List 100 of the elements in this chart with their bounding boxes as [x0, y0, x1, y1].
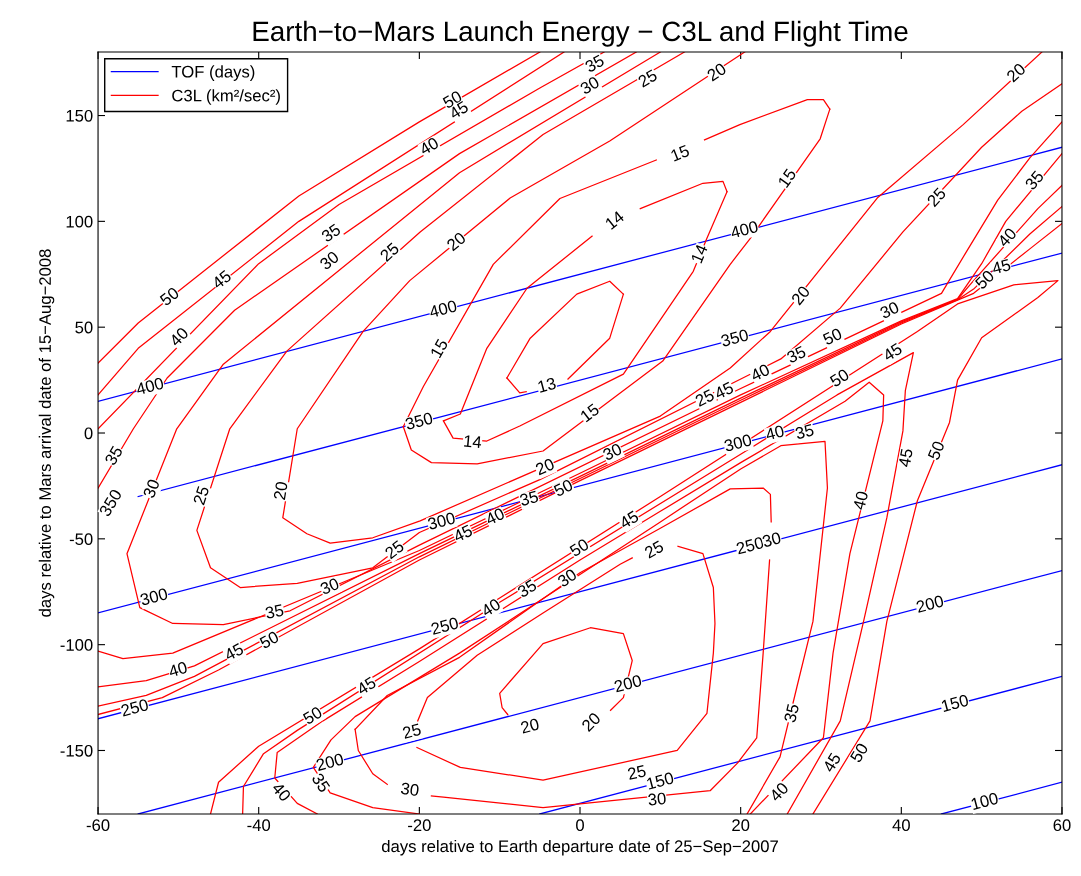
annotation: 30 — [319, 577, 340, 595]
annotation: 45 — [211, 269, 233, 290]
annotation: 45 — [452, 524, 474, 543]
annotation: 35 — [584, 54, 605, 73]
y-tick-label: 150 — [66, 109, 93, 122]
annotation: 20 — [445, 231, 467, 252]
chart-title: Earth−to−Mars Launch Energy − C3L and Flight Time — [253, 20, 908, 47]
annotation: 30 — [601, 442, 623, 461]
annotation: 200 — [613, 674, 643, 693]
annotation: 35 — [794, 423, 815, 440]
annotation: 20 — [706, 62, 728, 82]
annotation: 50 — [159, 286, 180, 307]
annotation: 13 — [537, 377, 557, 393]
annotation: 350 — [98, 488, 123, 518]
annotation: 350 — [404, 411, 434, 431]
annotation: 35 — [516, 578, 538, 599]
annotation: 30 — [647, 792, 667, 806]
annotation: 45 — [223, 642, 245, 662]
annotation: 40 — [418, 136, 440, 156]
annotation: 30 — [879, 300, 900, 320]
annotation: 35 — [264, 604, 285, 620]
annotation: 20 — [273, 481, 288, 501]
annotation: 150 — [646, 771, 675, 790]
y-tick-label: -50 — [69, 533, 93, 546]
annotation: 25 — [694, 388, 715, 407]
annotation: 14 — [464, 435, 482, 449]
annotation: 50 — [552, 478, 574, 497]
annotation: 300 — [723, 433, 753, 452]
annotation: 250 — [120, 698, 149, 717]
annotation: 30 — [318, 250, 340, 271]
annotation: 35 — [104, 445, 124, 466]
x-tick-label: -20 — [408, 819, 431, 832]
annotation: 20 — [520, 717, 540, 734]
annotation: 50 — [568, 537, 590, 558]
x-tick-label: 20 — [732, 819, 750, 832]
y-tick-label: 50 — [75, 321, 93, 334]
annotation: 400 — [729, 220, 759, 239]
annotation: 25 — [926, 186, 947, 208]
annotation: 50 — [927, 440, 945, 461]
annotation: 100 — [970, 792, 999, 811]
annotation: 30 — [400, 782, 420, 797]
x-tick-label: -60 — [86, 819, 110, 832]
annotation: 25 — [379, 241, 400, 263]
annotation: 14 — [690, 243, 708, 264]
annotation: 40 — [996, 226, 1018, 248]
legend-label: TOF (days) — [171, 65, 255, 81]
annotation: 250 — [430, 616, 460, 635]
annotation: 20 — [534, 457, 556, 476]
annotation: 300 — [427, 511, 456, 531]
annotation: 350 — [720, 328, 749, 347]
annotation: 40 — [168, 326, 190, 348]
annotation: 45 — [713, 381, 735, 400]
annotation: 400 — [135, 377, 165, 396]
y-tick-label: -150 — [60, 744, 93, 757]
annotation: 40 — [484, 507, 506, 526]
annotation: 15 — [777, 167, 797, 189]
annotation: 45 — [355, 676, 377, 696]
annotation: 20 — [1005, 62, 1027, 83]
x-tick-label: 40 — [892, 819, 910, 832]
annotation: 45 — [898, 448, 913, 468]
annotation: 45 — [991, 258, 1012, 275]
annotation: 35 — [311, 772, 331, 794]
annotation: 50 — [829, 368, 850, 388]
annotation: 40 — [768, 781, 790, 803]
annotation: 40 — [480, 597, 502, 618]
legend-label: C3L (km²/sec²) — [172, 89, 280, 105]
annotation: 200 — [315, 752, 345, 772]
annotation: 200 — [915, 594, 945, 613]
annotation: 20 — [580, 711, 602, 733]
annotation: 30 — [579, 75, 601, 95]
y-tick-label: -100 — [60, 639, 93, 651]
annotation: 25 — [402, 723, 422, 739]
annotation: 30 — [556, 568, 578, 588]
y-tick-label: 100 — [66, 215, 93, 228]
annotation: 20 — [790, 284, 811, 306]
x-tick-label: -40 — [247, 819, 271, 832]
annotation: 25 — [627, 764, 647, 780]
annotation: 45 — [822, 752, 842, 774]
annotation: 45 — [881, 342, 903, 362]
annotation: 25 — [643, 540, 665, 559]
annotation: 15 — [579, 403, 600, 423]
x-tick-label: 0 — [576, 819, 584, 832]
annotation: 35 — [783, 703, 800, 723]
annotation: 40 — [167, 661, 188, 678]
annotation: 300 — [139, 587, 169, 606]
annotation: 400 — [428, 299, 458, 319]
annotation: 25 — [637, 68, 658, 88]
y-tick-label: 0 — [84, 427, 93, 440]
annotation: 35 — [519, 490, 539, 507]
annotation: 30 — [142, 478, 161, 499]
annotation: 15 — [670, 144, 691, 162]
annotation: 50 — [302, 705, 324, 725]
annotation: 35 — [320, 223, 342, 243]
annotation: 35 — [785, 345, 807, 364]
annotation: 15 — [430, 338, 449, 359]
annotation: 40 — [852, 490, 869, 511]
x-axis-title: days relative to Earth departure date of 25−Sep−2007 — [381, 839, 778, 856]
x-tick-label: 60 — [1053, 819, 1071, 832]
annotation: 50 — [258, 630, 280, 650]
annotation: 25 — [384, 539, 405, 560]
